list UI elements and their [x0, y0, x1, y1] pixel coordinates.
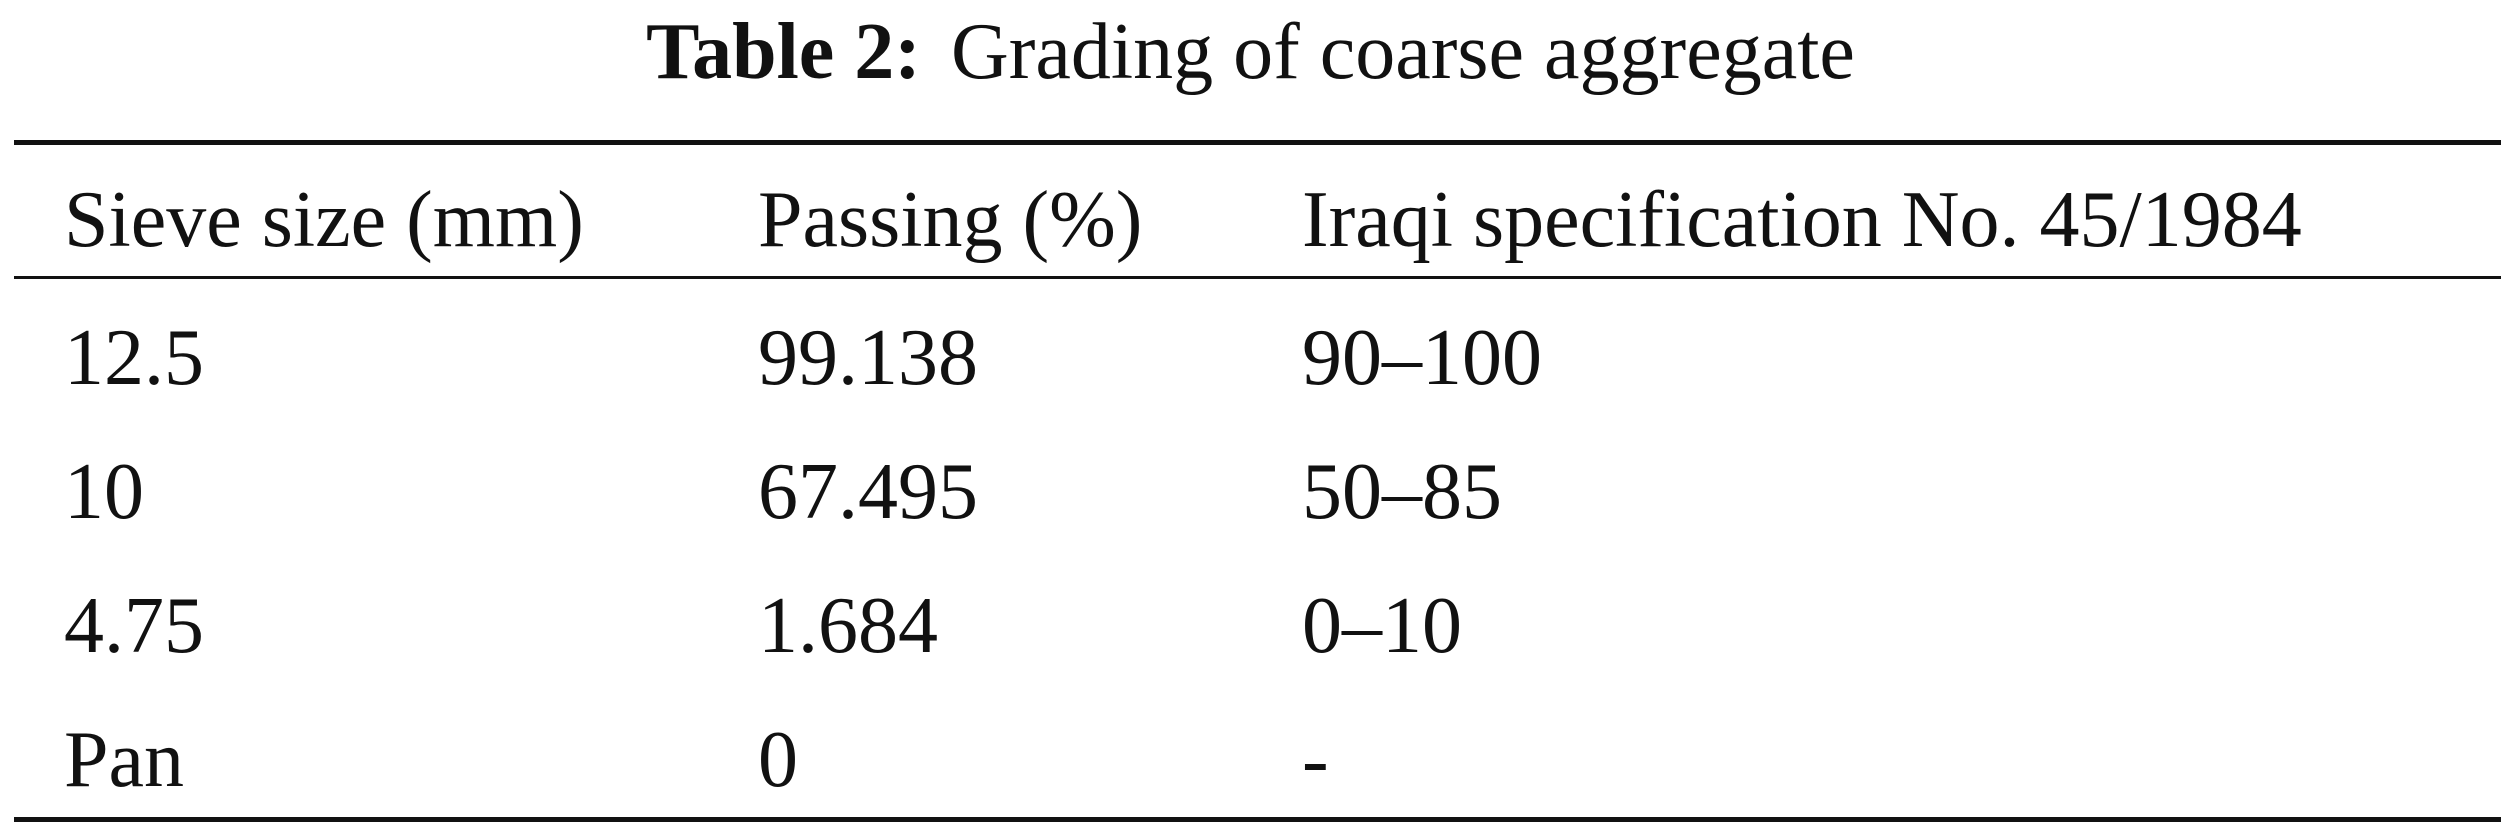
table-row: 10 67.495 50–85 — [0, 444, 2501, 540]
header-passing: Passing (%) — [758, 176, 1143, 264]
cell-sieve-size: 10 — [64, 448, 144, 536]
table-row: Pan 0 - — [0, 712, 2501, 808]
cell-passing: 0 — [758, 716, 798, 804]
cell-specification: 50–85 — [1302, 448, 1502, 536]
table-caption: Table 2: Grading of coarse aggregate — [0, 4, 2501, 100]
cell-sieve-size: 4.75 — [64, 582, 204, 670]
cell-sieve-size: 12.5 — [64, 314, 204, 402]
table-row: 12.5 99.138 90–100 — [0, 310, 2501, 406]
table-caption-label: Table 2: — [646, 8, 921, 96]
cell-passing: 99.138 — [758, 314, 978, 402]
cell-specification: - — [1302, 716, 1329, 804]
header-sieve-size: Sieve size (mm) — [64, 176, 584, 264]
header-specification: Iraqi specification No. 45/1984 — [1302, 176, 2302, 264]
table-header-rule — [14, 276, 2501, 279]
cell-passing: 1.684 — [758, 582, 938, 670]
table-header-row: Sieve size (mm) Passing (%) Iraqi specif… — [0, 172, 2501, 268]
table-row: 4.75 1.684 0–10 — [0, 578, 2501, 674]
cell-specification: 90–100 — [1302, 314, 1542, 402]
table-bottom-rule — [14, 817, 2501, 822]
cell-specification: 0–10 — [1302, 582, 1462, 670]
table-caption-text: Grading of coarse aggregate — [950, 8, 1855, 96]
cell-sieve-size: Pan — [64, 716, 184, 804]
cell-passing: 67.495 — [758, 448, 978, 536]
table-top-rule — [14, 140, 2501, 145]
